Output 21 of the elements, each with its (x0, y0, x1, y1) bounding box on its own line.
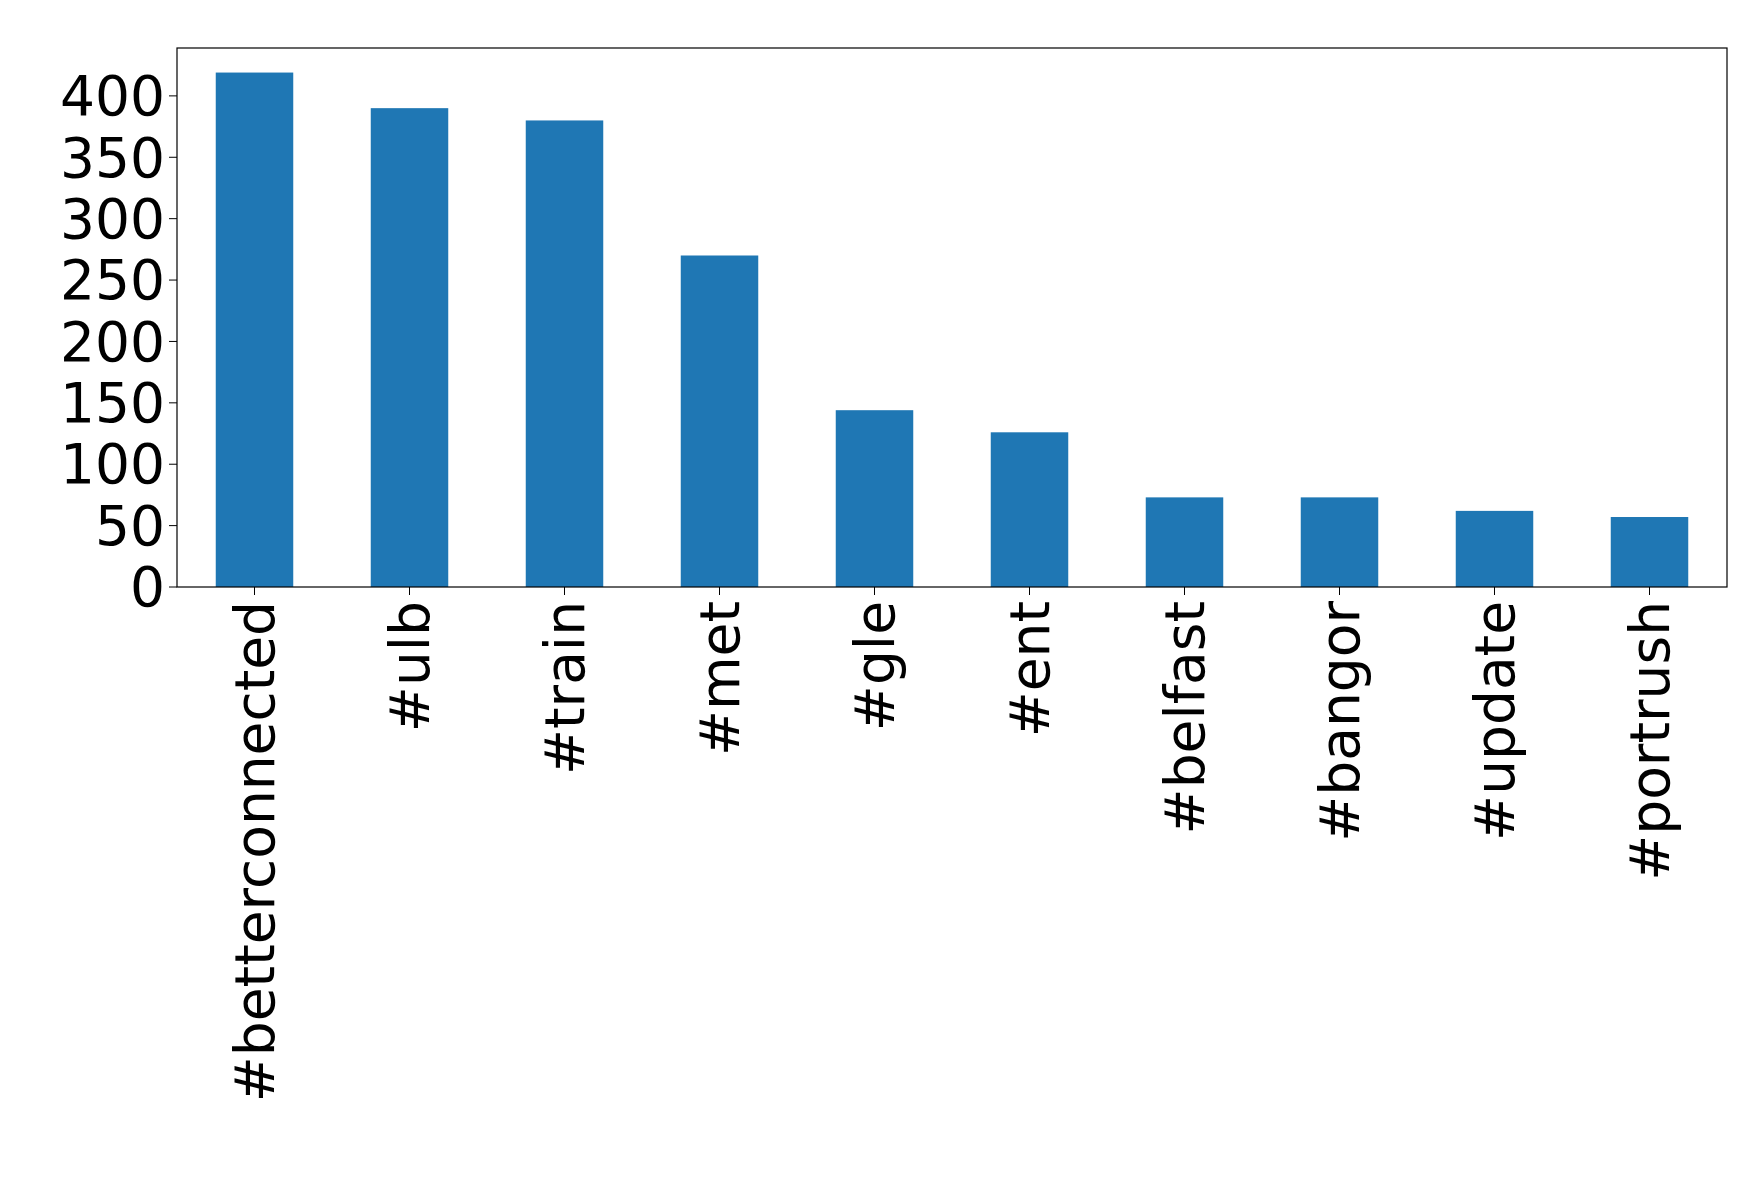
bar (1610, 517, 1689, 587)
bar (525, 120, 604, 587)
bar (680, 255, 759, 587)
bar (370, 108, 449, 587)
bar (1300, 497, 1379, 587)
x-tick-label: #ulb (377, 601, 442, 733)
x-tick-label: #met (687, 601, 752, 757)
x-tick-label: #bangor (1307, 600, 1372, 842)
bar (1455, 510, 1534, 587)
x-tick-label: #update (1462, 601, 1527, 841)
y-tick-label: 0 (130, 555, 165, 620)
x-tick-label: #belfast (1152, 601, 1217, 835)
bar (990, 432, 1069, 587)
bar (835, 410, 914, 587)
x-tick-label: #betterconnected (222, 601, 287, 1103)
x-tick-label: #ent (997, 601, 1062, 738)
x-tick-label: #portrush (1617, 601, 1682, 881)
x-tick-label: #gle (842, 601, 907, 732)
x-tick-label: #train (532, 601, 597, 776)
bar (1145, 497, 1224, 587)
bar (215, 72, 294, 587)
